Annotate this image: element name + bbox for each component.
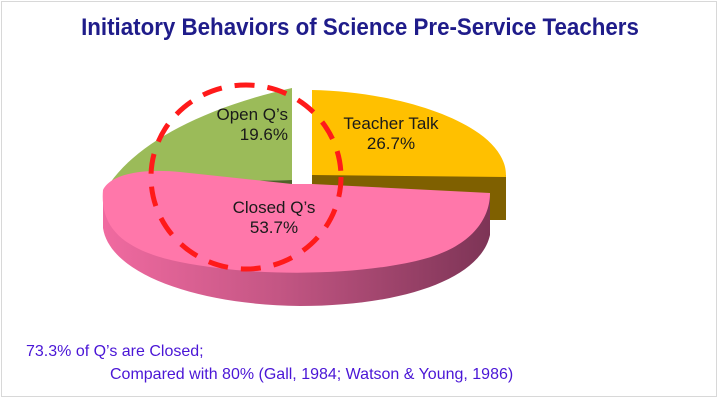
label-teacher-talk: Teacher Talk 26.7% <box>326 114 456 154</box>
footnote-line-2: Compared with 80% (Gall, 1984; Watson & … <box>110 366 514 383</box>
label-closed-value: 53.7% <box>249 218 299 237</box>
label-open-name: Open Q’s <box>216 105 288 124</box>
label-teacher-value: 26.7% <box>366 134 416 153</box>
slice-closed-questions <box>102 170 490 306</box>
footnote-line-1: 73.3% of Q’s are Closed; <box>26 343 204 360</box>
label-open-value: 19.6% <box>239 125 288 144</box>
chart-title: Initiatory Behaviors of Science Pre-Serv… <box>81 14 639 41</box>
label-closed-name: Closed Q’s <box>232 198 316 217</box>
label-closed-questions: Closed Q’s 53.7% <box>214 198 334 238</box>
label-open-questions: Open Q’s 19.6% <box>188 105 288 145</box>
label-teacher-name: Teacher Talk <box>343 114 439 133</box>
highlight-ellipse <box>148 82 344 272</box>
